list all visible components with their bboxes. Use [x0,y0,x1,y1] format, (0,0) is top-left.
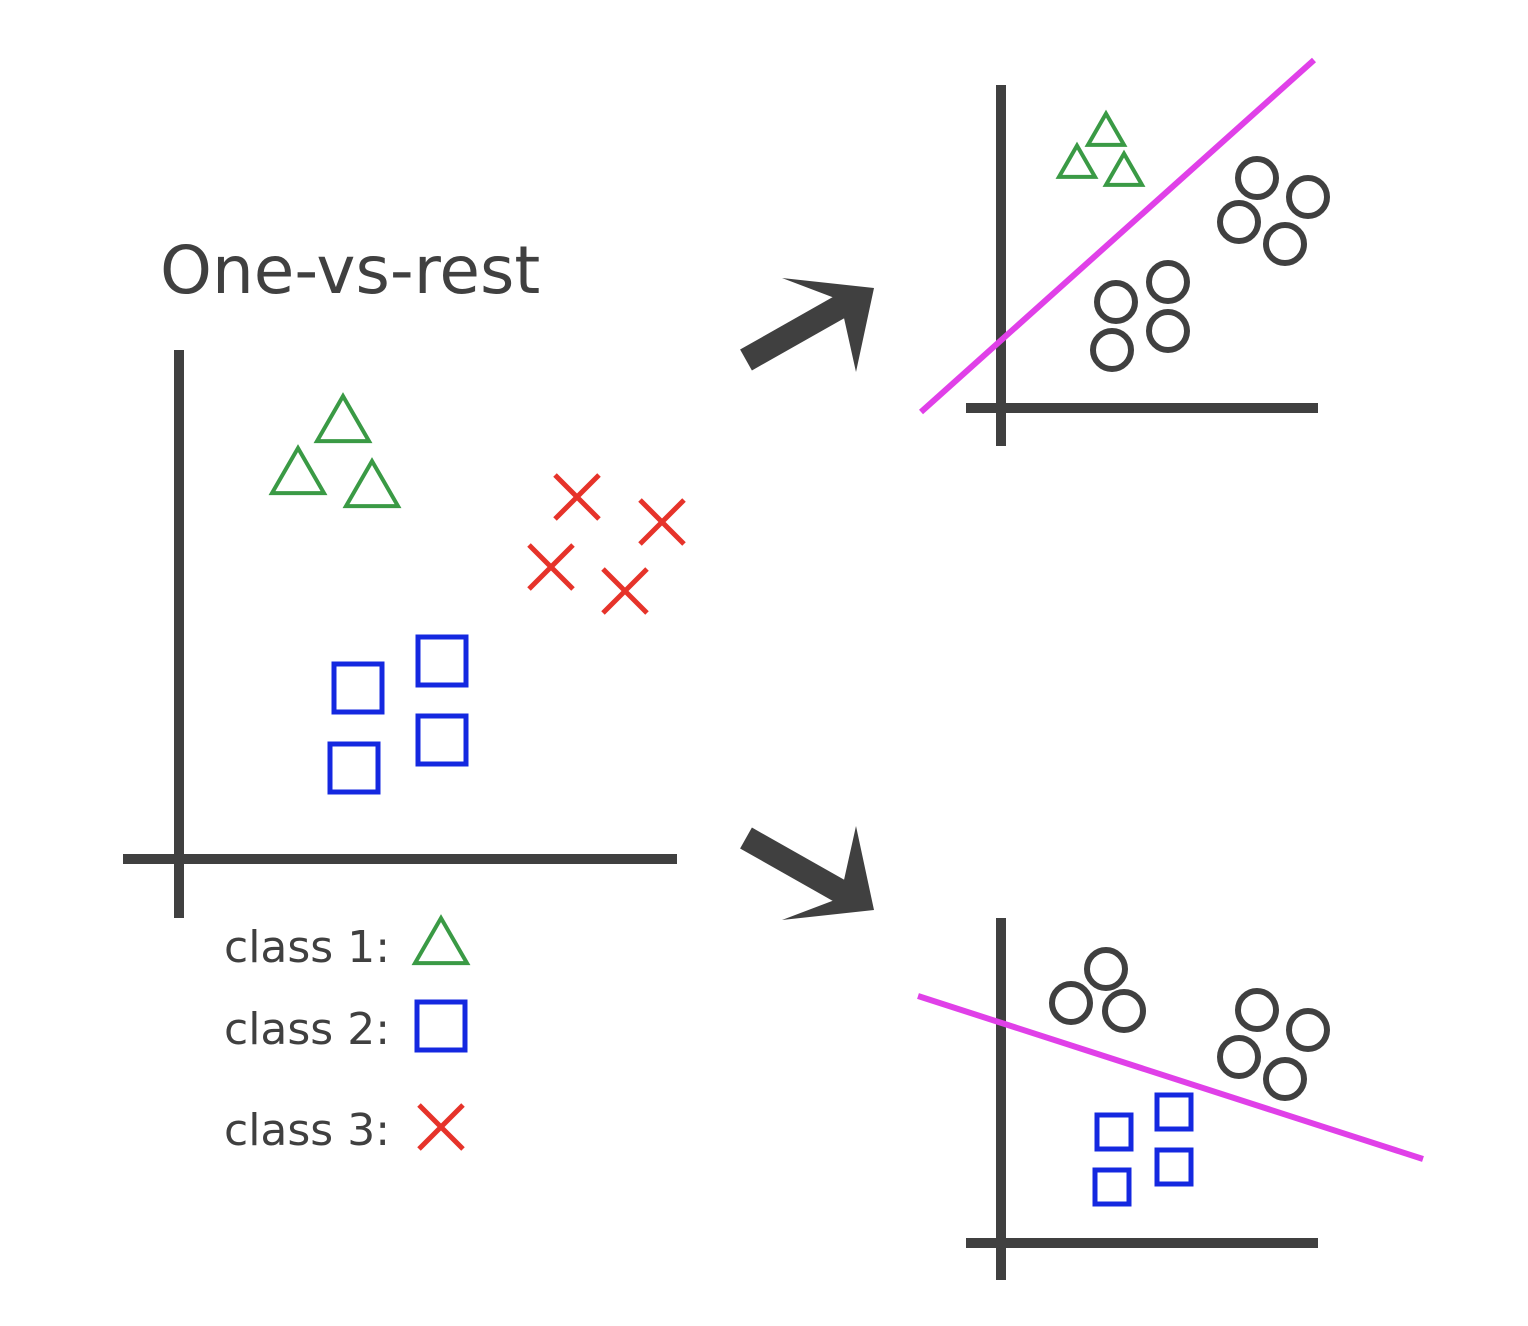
class1-vs-rest-plot [918,57,1330,446]
class1-marker [268,444,328,496]
class2-marker [415,634,469,688]
class3-marker [638,498,686,546]
class1-marker [1055,141,1099,179]
class2-marker [1154,1092,1194,1132]
rest-circle-marker [1286,1008,1330,1052]
class3-marker [527,543,575,591]
decision-boundary [917,993,1424,1162]
rest-circle-marker [1146,309,1190,353]
class1-marker [1084,109,1128,147]
class1-marker [1102,149,1146,187]
decision-boundary [918,57,1317,415]
rest-circle-marker [1263,1057,1307,1101]
legend-label-class2: class 2: [224,1004,390,1055]
rest-circle-marker [1084,947,1128,991]
rest-circle-marker [1090,328,1134,372]
legend-label-class1: class 1: [224,922,390,973]
class2-marker [1154,1147,1194,1187]
rest-circle-marker [1146,260,1190,304]
class2-marker [415,713,469,767]
legend: class 1: class 2: class 3: [224,914,471,1156]
arrow-up-right-icon [740,278,874,372]
triangle-icon [411,914,471,966]
class2-marker [331,661,385,715]
legend-icons [411,914,471,1151]
class3-marker [601,567,649,615]
arrow-down-right-icon [740,826,874,920]
cross-icon [417,1103,465,1151]
data-points [1055,109,1330,372]
square-icon [414,999,468,1053]
class1-marker [342,457,402,509]
class2-marker [327,741,381,795]
rest-circle-marker [1235,988,1279,1032]
rest-circle-marker [1217,200,1261,244]
rest-circle-marker [1235,156,1279,200]
class3-marker [553,473,601,521]
rest-circle-marker [1263,222,1307,266]
rest-circle-marker [1049,981,1093,1025]
legend-label-class3: class 3: [224,1105,390,1156]
rest-circle-marker [1217,1035,1261,1079]
data-points [268,392,686,795]
source-plot [123,350,686,918]
class2-marker [1092,1167,1132,1207]
class2-marker [1094,1112,1134,1152]
rest-circle-marker [1094,280,1138,324]
class1-marker [313,392,373,444]
data-points [1049,947,1330,1207]
class2-vs-rest-plot [917,918,1424,1280]
rest-circle-marker [1102,989,1146,1033]
diagram-title: One-vs-rest [160,232,540,309]
rest-circle-marker [1286,175,1330,219]
